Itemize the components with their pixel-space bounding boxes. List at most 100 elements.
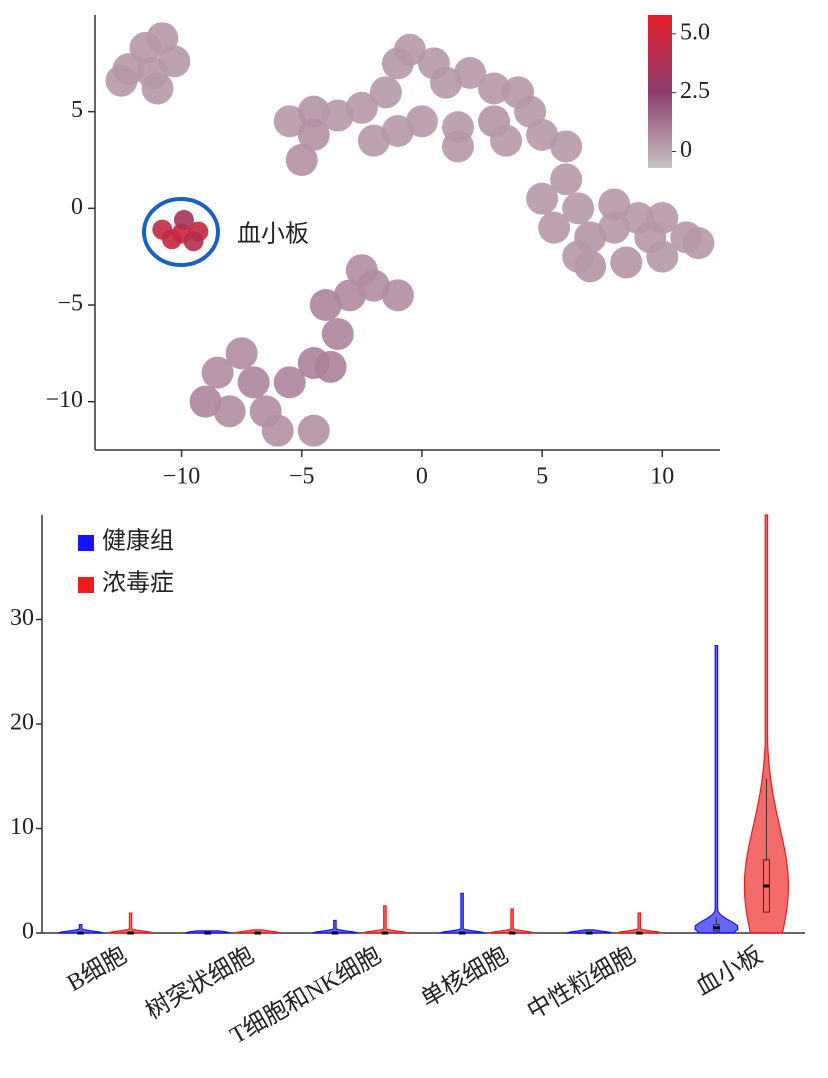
umap-point	[285, 144, 318, 176]
umap-point	[161, 229, 182, 250]
umap-point	[158, 45, 191, 78]
umap-point	[225, 337, 258, 370]
umap-point	[105, 64, 138, 97]
violin-median	[127, 931, 134, 935]
violin-body	[235, 929, 281, 934]
violin-median	[636, 931, 643, 935]
umap-point	[321, 99, 354, 132]
y-tick-label: −5	[57, 291, 83, 317]
umap-point	[297, 414, 330, 447]
y-tick-label: 0	[71, 194, 83, 220]
umap-point	[141, 72, 174, 105]
umap-point	[526, 118, 559, 151]
umap-point	[526, 182, 559, 215]
annotation: 血小板	[237, 221, 309, 248]
umap-point	[562, 240, 595, 273]
violin-body	[311, 919, 358, 934]
x-tick-label: −5	[289, 464, 315, 490]
umap-point	[610, 246, 643, 279]
violin-median	[381, 931, 388, 935]
umap-point	[237, 366, 270, 399]
legend-swatch	[78, 535, 94, 551]
umap-point	[598, 188, 631, 221]
x-tick-label: 血小板	[691, 942, 767, 1001]
violin-body	[743, 514, 790, 934]
violin-body	[107, 912, 154, 934]
umap-point	[183, 231, 204, 252]
x-tick-label: 10	[650, 464, 674, 490]
violin-body	[361, 905, 409, 934]
umap-point	[550, 163, 583, 196]
violin-body	[488, 908, 536, 934]
x-tick-label: 树突状细胞	[141, 942, 258, 1025]
umap-point	[173, 209, 194, 230]
umap-point	[314, 350, 347, 383]
violin-median	[459, 931, 466, 935]
y-tick-label: 30	[10, 605, 34, 631]
umap-point	[441, 130, 474, 163]
umap-point	[550, 130, 583, 163]
umap-point	[309, 289, 342, 321]
umap-point	[393, 33, 426, 66]
umap-point	[538, 211, 571, 244]
violin-median	[254, 931, 261, 935]
umap-point	[357, 269, 390, 302]
colorbar-tick-label: 0	[680, 137, 692, 163]
violin-body	[694, 645, 739, 934]
umap-point	[429, 66, 462, 99]
violin-median	[204, 931, 211, 935]
colorbar-tick-label: 5.0	[680, 19, 710, 45]
y-tick-label: 0	[22, 919, 34, 945]
colorbar	[648, 15, 672, 168]
y-tick-label: −10	[45, 387, 83, 413]
umap-point	[201, 356, 234, 389]
umap-point	[381, 279, 414, 312]
violin-median	[763, 884, 770, 888]
x-tick-label: 5	[536, 464, 548, 490]
umap-point	[454, 57, 486, 89]
umap-point	[562, 192, 595, 225]
umap-point	[333, 279, 366, 312]
umap-point	[381, 115, 414, 147]
umap-point	[321, 318, 354, 350]
umap-point	[189, 385, 222, 418]
violin-median	[509, 931, 516, 935]
umap-point	[405, 105, 438, 138]
colorbar-tick-label: 2.5	[680, 78, 710, 104]
umap-point	[598, 211, 631, 244]
umap-point	[213, 395, 246, 428]
umap-point	[273, 105, 306, 138]
legend-swatch	[78, 577, 94, 593]
violin-body	[566, 929, 612, 934]
violin-median	[586, 931, 593, 935]
umap-point	[490, 124, 523, 157]
legend-label: 健康组	[102, 528, 174, 555]
umap-point	[634, 221, 667, 254]
umap-point	[261, 414, 294, 447]
umap-point	[297, 118, 330, 151]
legend-label: 浓毒症	[102, 570, 174, 597]
umap-point	[682, 227, 715, 260]
x-tick-label: −10	[163, 464, 201, 490]
umap-point	[357, 124, 390, 157]
violin-body	[615, 912, 663, 934]
y-tick-label: 10	[10, 814, 34, 840]
umap-point	[345, 91, 378, 124]
umap-point	[273, 366, 306, 399]
violin-median	[713, 926, 720, 930]
violin-body	[437, 892, 487, 934]
umap-point	[369, 76, 402, 109]
violin-median	[77, 931, 84, 935]
annotation-circle	[142, 197, 220, 267]
violin-body	[57, 924, 104, 934]
y-tick-label: 5	[71, 97, 83, 123]
umap-point	[478, 72, 511, 105]
umap-point	[297, 95, 330, 128]
x-tick-label: 单核细胞	[416, 942, 513, 1013]
x-tick-label: 0	[416, 464, 428, 490]
y-tick-label: 20	[10, 710, 34, 736]
violin-median	[331, 931, 338, 935]
x-tick-label: 中性粒细胞	[523, 942, 640, 1025]
